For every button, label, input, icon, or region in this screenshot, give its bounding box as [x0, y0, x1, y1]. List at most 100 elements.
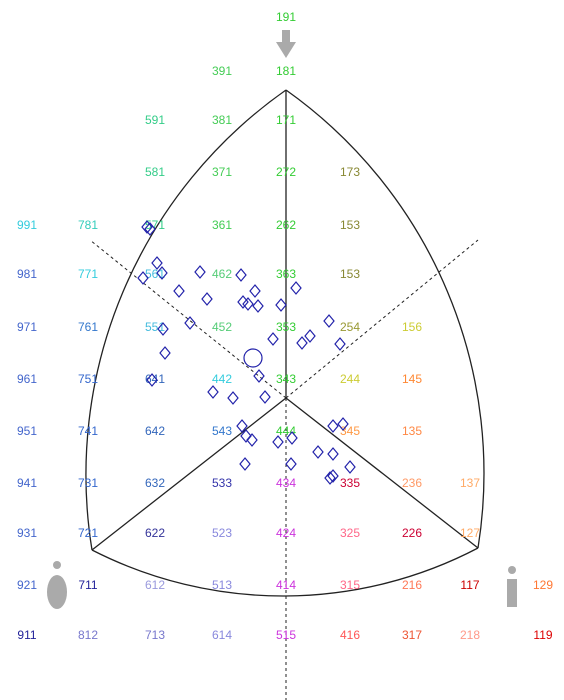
diamond-marker	[156, 266, 168, 280]
grid-label: 523	[212, 526, 232, 540]
diamond-marker	[285, 457, 297, 471]
grid-label: 812	[78, 628, 98, 642]
diamond-marker	[344, 460, 356, 474]
grid-label: 442	[212, 372, 232, 386]
left-line	[91, 397, 287, 551]
diamond-marker	[253, 369, 265, 383]
diamond-marker	[146, 373, 158, 387]
grid-label: 911	[17, 628, 36, 642]
diamond-marker	[239, 457, 251, 471]
diamond-marker	[194, 265, 206, 279]
right-arc	[285, 89, 485, 549]
grid-label: 325	[340, 526, 360, 540]
grid-label: 711	[78, 578, 97, 592]
arrow-head	[276, 42, 296, 58]
grid-label: 591	[145, 113, 165, 127]
grid-label: 991	[17, 218, 37, 232]
dotted-lines	[89, 239, 479, 700]
grid-label: 153	[340, 218, 360, 232]
diamond-marker	[324, 471, 336, 485]
person-body	[47, 575, 67, 609]
grid-label: 444	[276, 424, 296, 438]
bottom-arc	[91, 547, 479, 597]
diamond-marker	[173, 284, 185, 298]
grid-label: 381	[212, 113, 232, 127]
grid-label: 137	[460, 476, 480, 490]
grid-label: 931	[17, 526, 37, 540]
grid-label: 462	[212, 267, 232, 281]
grid-label: 173	[340, 165, 360, 179]
grid-label: 135	[402, 424, 422, 438]
info-dot	[508, 566, 516, 574]
grid-label: 424	[276, 526, 296, 540]
diamond-marker	[201, 292, 213, 306]
diamond-marker	[290, 281, 302, 295]
grid-label: 515	[276, 628, 296, 642]
grid-label: 236	[402, 476, 422, 490]
grid-label: 153	[340, 267, 360, 281]
grid-label: 961	[17, 372, 37, 386]
grid-label: 119	[533, 628, 552, 642]
grid-label: 416	[340, 628, 360, 642]
grid-label: 226	[402, 526, 422, 540]
grid-label: 781	[78, 218, 98, 232]
diamond-marker	[337, 417, 349, 431]
diamond-marker	[312, 445, 324, 459]
grid-label: 622	[145, 526, 165, 540]
grid-label: 191	[276, 10, 296, 24]
grid-label: 581	[145, 165, 165, 179]
grid-label: 117	[460, 578, 479, 592]
diamond-marker	[141, 220, 153, 234]
diamond-marker	[267, 332, 279, 346]
diamond-marker	[327, 419, 339, 433]
grid-label: 156	[402, 320, 422, 334]
grid-label: 371	[212, 165, 232, 179]
diamond-marker	[159, 346, 171, 360]
left-arc	[85, 89, 287, 551]
grid-label: 921	[17, 578, 37, 592]
diamond-marker	[144, 222, 156, 236]
grid-label: 244	[340, 372, 360, 386]
diamond-marker	[304, 329, 316, 343]
diamond-marker	[246, 433, 258, 447]
grid-label: 731	[78, 476, 98, 490]
grid-label: 971	[17, 320, 37, 334]
person-head	[53, 561, 61, 569]
dotted-right	[285, 239, 479, 399]
grid-label: 941	[17, 476, 37, 490]
diamond-marker	[236, 419, 248, 433]
grid-label: 262	[276, 218, 296, 232]
diamond-marker	[327, 447, 339, 461]
grid-label: 391	[212, 64, 232, 78]
grid-label: 741	[78, 424, 98, 438]
diamond-marker	[227, 391, 239, 405]
diamond-marker	[235, 268, 247, 282]
frame	[85, 89, 485, 597]
grid-label: 551	[145, 320, 165, 334]
diamond-marker	[184, 316, 196, 330]
diamond-marker	[272, 435, 284, 449]
markers	[137, 220, 356, 485]
grid-label: 361	[212, 218, 232, 232]
arrow-shaft	[282, 30, 290, 42]
grid-label: 414	[276, 578, 296, 592]
grid-label: 363	[276, 267, 296, 281]
grid-label: 434	[276, 476, 296, 490]
diamond-marker	[151, 256, 163, 270]
grid-label: 771	[78, 267, 98, 281]
diamond-marker	[286, 431, 298, 445]
large-marker	[243, 348, 263, 368]
grid-label: 713	[145, 628, 165, 642]
diamond-marker	[249, 284, 261, 298]
grid-label: 254	[340, 320, 360, 334]
grid-label: 272	[276, 165, 296, 179]
grid-label: 452	[212, 320, 232, 334]
right-line	[285, 397, 479, 549]
grid-label: 751	[78, 372, 98, 386]
grid-label: 513	[212, 578, 232, 592]
grid-label: 335	[340, 476, 360, 490]
grid-label: 343	[276, 372, 296, 386]
diamond-marker	[157, 322, 169, 336]
grid-label: 353	[276, 320, 296, 334]
